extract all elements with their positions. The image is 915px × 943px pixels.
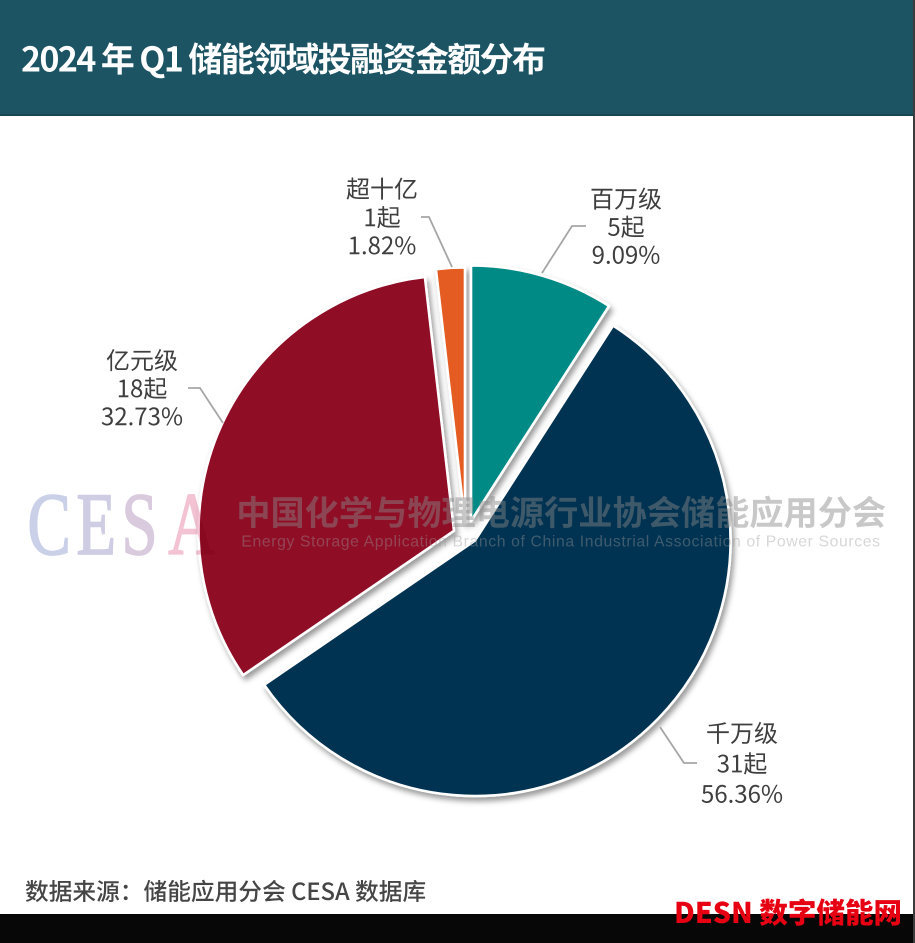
svg-text:Energy Storage Application Bra: Energy Storage Application Branch of Chi… — [241, 534, 880, 551]
svg-text:CESA: CESA — [27, 475, 220, 573]
